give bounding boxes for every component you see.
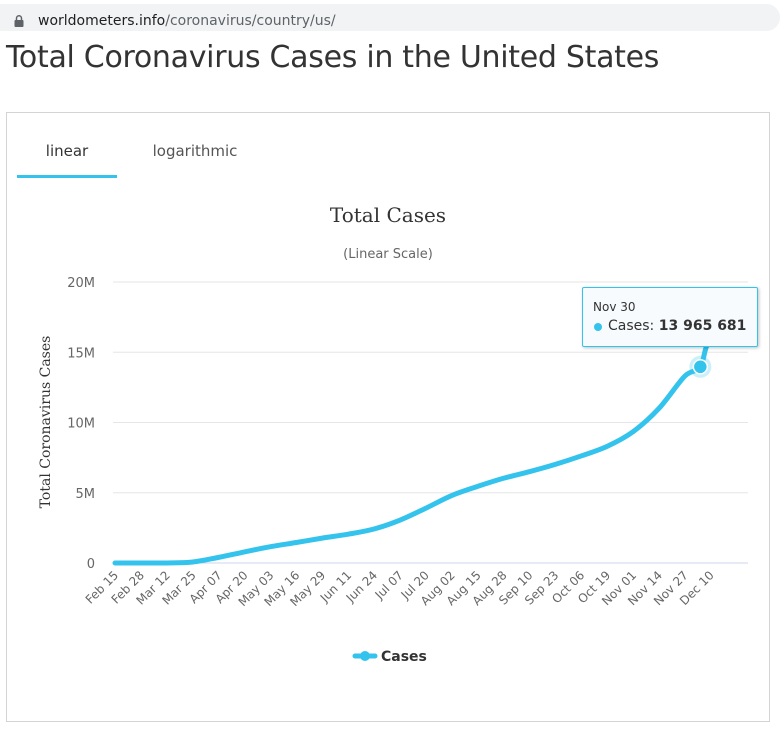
series-line-cases [112,300,749,566]
y-tick-label: 20M [67,276,95,291]
chart-title: Total Cases [330,203,446,227]
page-title: Total Coronavirus Cases in the United St… [6,40,660,75]
tooltip-series-label: Cases: [608,318,659,334]
y-axis-label: Total Coronavirus Cases [38,336,54,509]
url-text: worldometers.info/coronavirus/country/us… [38,13,336,29]
browser-address-bar[interactable]: worldometers.info/coronavirus/country/us… [0,0,780,36]
y-tick-label: 0 [87,557,95,572]
lock-icon [14,15,24,27]
y-tick-label: 15M [67,346,95,361]
url-path: /coronavirus/country/us/ [165,13,336,29]
tab-linear[interactable]: linear [17,140,117,178]
tooltip-value: 13 965 681 [658,318,747,334]
url-host: worldometers.info [38,13,166,29]
cases-chart: Total Cases (Linear Scale) 0 5M 10M 15M 20M Tot… [38,203,749,665]
legend-marker [360,651,370,661]
y-tick-label: 10M [67,417,95,432]
tooltip-series-marker [594,323,602,331]
tab-logarithmic-label: logarithmic [152,142,238,160]
url-field[interactable]: worldometers.info/coronavirus/country/us… [0,4,780,31]
legend-label-cases[interactable]: Cases [381,649,427,665]
chart-tooltip: Nov 30 Cases: 13 965 681 [582,287,758,347]
chart-panel [6,112,770,722]
chart-subtitle: (Linear Scale) [343,247,433,262]
active-tab-underline [17,175,117,178]
tab-linear-label: linear [45,142,89,160]
highlight-point [692,359,709,375]
x-tick-label: Jul 07 [372,568,406,602]
tooltip-value-line: Cases: 13 965 681 [608,318,746,334]
y-tick-label: 5M [76,487,96,502]
tooltip-date: Nov 30 [593,300,636,314]
tab-logarithmic[interactable]: logarithmic [135,140,255,178]
